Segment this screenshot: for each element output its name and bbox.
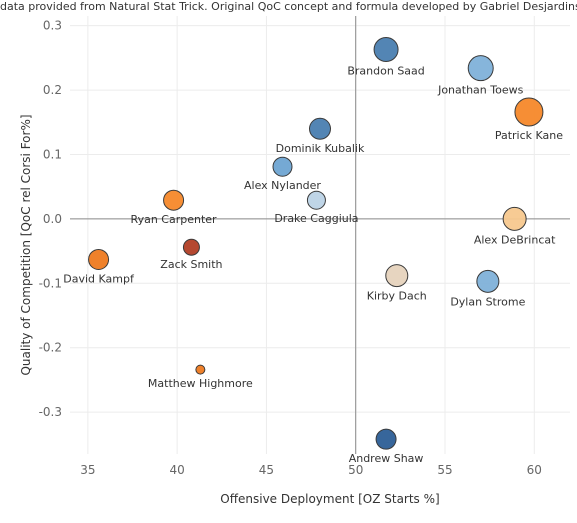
x-tick-label: 40	[170, 463, 185, 477]
point-label: Ryan Carpenter	[131, 213, 218, 226]
point-label: Brandon Saad	[347, 64, 424, 77]
data-point	[476, 269, 500, 293]
x-tick-label: 45	[259, 463, 274, 477]
data-point	[306, 190, 326, 210]
x-axis-title: Offensive Deployment [OZ Starts %]	[220, 492, 439, 506]
y-tick-label: -0.1	[39, 276, 62, 290]
point-label: Kirby Dach	[367, 290, 427, 303]
y-axis-title: Quality of Competition [QoC rel Corsi Fo…	[19, 114, 33, 375]
data-point	[467, 55, 494, 82]
x-tick-label: 50	[348, 463, 363, 477]
data-point	[502, 206, 527, 231]
data-point	[195, 364, 206, 375]
point-label: Dominik Kubalik	[276, 142, 365, 155]
point-label: Alex DeBrincat	[474, 233, 556, 246]
point-label: Alex Nylander	[244, 179, 321, 192]
point-label: Zack Smith	[160, 258, 222, 271]
axis-ticks: 35 40 45 50 55 60 0.3 0.2 0.1 0.0 -0.1 -0.2 -0.3	[39, 19, 542, 477]
x-tick-label: 35	[80, 463, 95, 477]
data-point	[375, 428, 397, 450]
reference-lines	[70, 16, 570, 454]
data-points	[88, 36, 544, 450]
y-tick-label: -0.2	[39, 341, 62, 355]
point-labels: Brandon Saad Jonathan Toews Patrick Kane Do…	[63, 64, 563, 465]
point-label: Drake Caggiula	[274, 212, 358, 225]
data-point	[385, 264, 409, 288]
y-tick-label: 0.3	[43, 19, 62, 33]
data-point	[163, 189, 185, 211]
y-tick-label: 0.0	[43, 212, 62, 226]
point-label: Patrick Kane	[495, 129, 563, 142]
point-label: Jonathan Toews	[437, 84, 524, 97]
x-tick-label: 60	[527, 463, 542, 477]
data-point	[514, 97, 544, 127]
data-point	[373, 36, 399, 62]
x-tick-label: 55	[437, 463, 452, 477]
data-point	[182, 238, 200, 256]
data-source-note: data provided from Natural Stat Trick. O…	[0, 0, 577, 13]
data-point	[88, 248, 110, 270]
point-label: Andrew Shaw	[349, 452, 424, 465]
y-tick-label: 0.2	[43, 83, 62, 97]
point-label: Matthew Highmore	[148, 377, 253, 390]
y-tick-label: -0.3	[39, 405, 62, 419]
point-label: Dylan Strome	[450, 295, 525, 308]
data-point	[272, 156, 293, 177]
y-tick-label: 0.1	[43, 147, 62, 161]
data-point	[309, 117, 331, 140]
point-label: David Kampf	[63, 272, 135, 285]
